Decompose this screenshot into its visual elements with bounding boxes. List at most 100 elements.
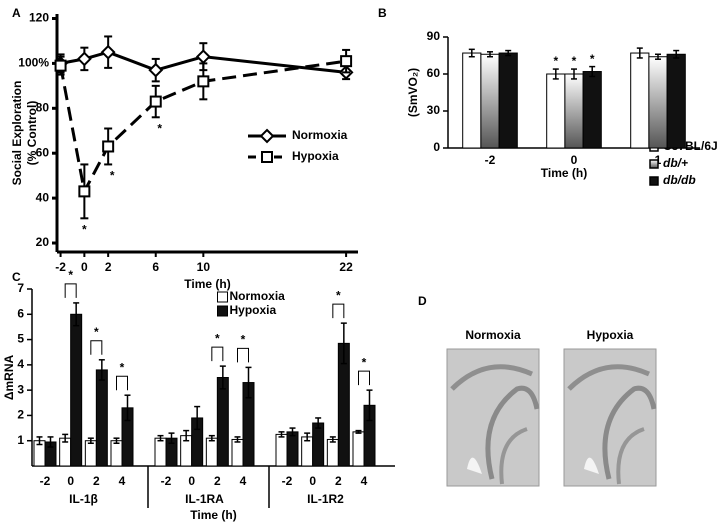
- tissue-layer: [616, 427, 645, 485]
- x-axis-label: Time (h): [184, 277, 230, 291]
- legend-swatch: [649, 159, 659, 169]
- significance-bracket: [90, 340, 103, 355]
- x-tick-label: 6: [152, 260, 159, 274]
- y-tick-label: 20: [36, 235, 50, 249]
- y-tick-label: 3: [17, 382, 24, 396]
- significance: *: [82, 222, 87, 236]
- legend-swatch: [649, 176, 659, 186]
- bar: [275, 433, 288, 467]
- y-tick-label: 4: [17, 357, 24, 371]
- marker: [195, 49, 211, 65]
- y-tick-label: 40: [36, 190, 50, 204]
- x-tick-label: -2: [40, 474, 51, 488]
- marker: [149, 95, 162, 108]
- y-tick-label: 80: [36, 100, 50, 114]
- significance-bracket: [237, 347, 249, 363]
- legend-label: db/db: [663, 173, 696, 187]
- bar: [546, 73, 566, 149]
- tissue-layer: [485, 385, 540, 480]
- marker: [102, 140, 115, 153]
- tissue-layer: [567, 364, 651, 391]
- bar: [70, 313, 83, 467]
- y-tick-label: 100%: [18, 56, 49, 70]
- x-tick-label: 2: [93, 474, 100, 488]
- legend-label: Hypoxia: [292, 149, 339, 163]
- x-tick-label: 0: [67, 474, 74, 488]
- bar: [666, 53, 686, 149]
- y-axis-label: ΔmRNA: [2, 355, 16, 401]
- panel-label: B: [378, 6, 387, 20]
- x-tick-label: 2: [335, 474, 342, 488]
- y-tick-label: 60: [36, 145, 50, 159]
- x-tick-label: 4: [240, 474, 247, 488]
- significance-bracket: [64, 283, 77, 298]
- legend-swatch: [217, 305, 228, 317]
- significance-bracket: [358, 370, 370, 386]
- x-tick-label: 22: [339, 260, 353, 274]
- bar: [480, 53, 500, 149]
- significance: *: [553, 54, 558, 68]
- ventricle: [584, 457, 599, 474]
- marker: [100, 44, 116, 60]
- legend-label: db/+: [663, 156, 688, 170]
- group-label: IL-1RA: [185, 492, 224, 506]
- bar: [564, 73, 584, 149]
- legend-swatch: [217, 291, 228, 303]
- significance: *: [572, 54, 577, 68]
- x-axis-label: Time (h): [190, 508, 236, 522]
- significance: *: [590, 52, 595, 66]
- bar: [95, 369, 108, 467]
- significance: *: [120, 360, 125, 374]
- legend-label: Normoxia: [230, 289, 286, 303]
- y-tick-label: 5: [17, 332, 24, 346]
- significance: *: [157, 121, 162, 135]
- image-label: Normoxia: [465, 328, 521, 342]
- x-tick-label: -2: [161, 474, 172, 488]
- bar: [216, 377, 229, 467]
- group-label: IL-1β: [69, 492, 98, 506]
- y-axis-label: (% Control): [25, 101, 39, 166]
- x-tick-label: 0: [571, 153, 578, 167]
- legend-marker: [261, 151, 273, 163]
- y-tick-label: 90: [427, 29, 441, 43]
- tissue-layer: [450, 364, 534, 391]
- x-tick-label: 0: [188, 474, 195, 488]
- bar: [352, 431, 365, 467]
- significance: *: [68, 268, 73, 282]
- y-axis-label: Social Exploration: [10, 81, 24, 186]
- y-tick-label: 0: [433, 140, 440, 154]
- y-tick-label: 2: [17, 408, 24, 422]
- bar: [630, 52, 650, 149]
- bar: [648, 56, 668, 149]
- bar: [205, 437, 218, 467]
- bar: [326, 438, 339, 467]
- legend-marker: [259, 128, 275, 144]
- x-tick-label: 10: [197, 260, 211, 274]
- significance: *: [241, 333, 246, 347]
- panel-label: A: [12, 6, 21, 20]
- marker: [340, 55, 353, 68]
- ventricle: [467, 457, 482, 474]
- series-line: [59, 59, 347, 196]
- bar: [286, 431, 299, 467]
- group-label: IL-1R2: [307, 492, 344, 506]
- significance-bracket: [211, 346, 224, 362]
- bar: [231, 438, 244, 467]
- significance: *: [215, 331, 220, 345]
- bar: [462, 52, 482, 149]
- marker: [54, 59, 67, 72]
- tissue-layer: [499, 427, 528, 485]
- panel-label: D: [418, 294, 427, 308]
- x-tick-label: 0: [81, 260, 88, 274]
- legend-label: Normoxia: [292, 128, 348, 142]
- significance: *: [362, 355, 367, 369]
- bar: [84, 440, 97, 467]
- significance: *: [110, 169, 115, 183]
- image-label: Hypoxia: [587, 328, 634, 342]
- y-tick-label: 6: [17, 306, 24, 320]
- x-tick-label: -2: [485, 153, 496, 167]
- marker: [197, 75, 210, 88]
- bar: [582, 71, 602, 149]
- x-tick-label: 2: [105, 260, 112, 274]
